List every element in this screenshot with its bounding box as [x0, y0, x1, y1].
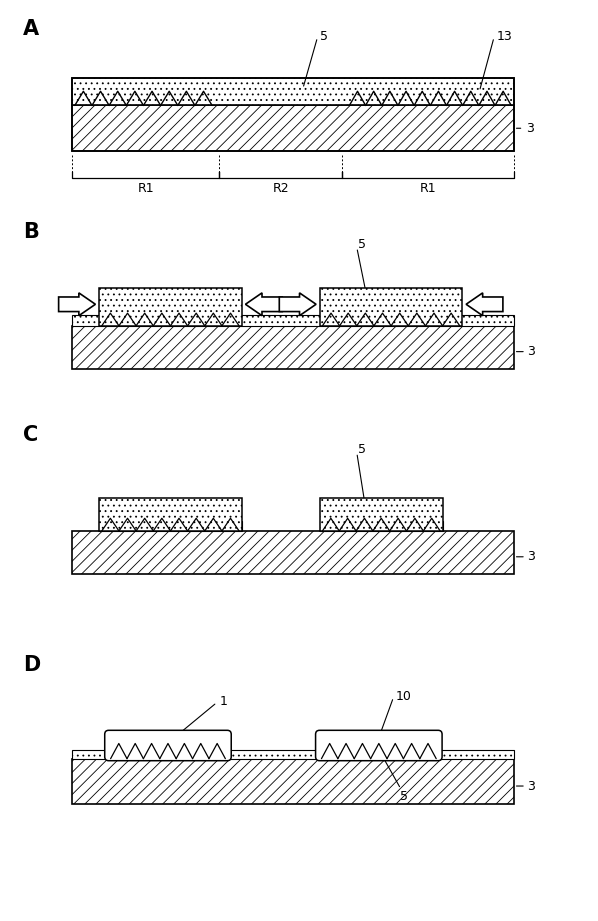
Bar: [72, 105, 514, 151]
Text: A: A: [23, 19, 39, 40]
Polygon shape: [279, 293, 316, 316]
Polygon shape: [245, 293, 282, 316]
Bar: [320, 521, 443, 530]
Text: C: C: [23, 425, 39, 445]
Bar: [99, 498, 242, 530]
Bar: [72, 759, 514, 804]
Text: R2: R2: [273, 182, 289, 195]
Text: B: B: [23, 222, 39, 242]
Text: 3: 3: [527, 779, 535, 793]
Polygon shape: [466, 293, 503, 316]
Bar: [320, 287, 462, 326]
Text: 5: 5: [358, 239, 366, 251]
Text: 3: 3: [526, 122, 534, 134]
Text: 13: 13: [496, 29, 512, 42]
Text: 10: 10: [396, 690, 412, 703]
Bar: [72, 77, 514, 106]
FancyBboxPatch shape: [105, 730, 231, 761]
Bar: [72, 315, 514, 326]
Text: D: D: [23, 655, 41, 675]
Text: 1: 1: [219, 694, 227, 708]
Bar: [99, 287, 242, 326]
Bar: [72, 77, 514, 151]
Polygon shape: [59, 293, 96, 316]
FancyBboxPatch shape: [316, 730, 442, 761]
Bar: [99, 521, 242, 530]
Bar: [72, 530, 514, 574]
Text: 3: 3: [527, 550, 535, 564]
Bar: [72, 750, 514, 759]
Text: R1: R1: [138, 182, 154, 195]
Text: 5: 5: [320, 29, 328, 42]
Text: 3: 3: [527, 345, 535, 358]
Text: 5: 5: [358, 443, 366, 457]
Bar: [72, 326, 514, 368]
Text: R1: R1: [420, 182, 436, 195]
Text: 5: 5: [400, 790, 408, 803]
Bar: [320, 498, 443, 530]
